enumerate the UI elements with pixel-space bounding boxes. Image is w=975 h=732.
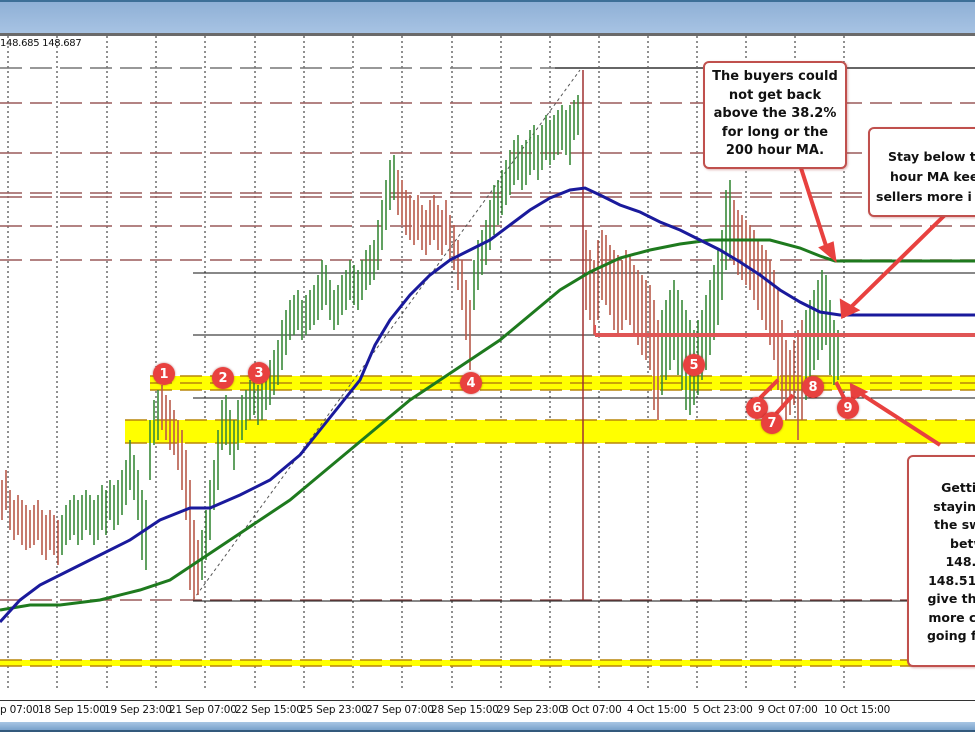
marker-label: 7 xyxy=(767,415,777,431)
callout-text: not get back xyxy=(728,87,822,103)
x-tick-label: 18 Sep 15:00 xyxy=(38,704,106,716)
x-tick-label: 21 Sep 07:00 xyxy=(169,704,237,716)
x-tick-label: 19 Sep 23:00 xyxy=(104,704,172,716)
price-readout: 148.685 148.687 xyxy=(0,38,82,49)
swing-area-lower xyxy=(125,419,975,444)
callout-getting: Gettin staying the swi betw 148.4 148.51… xyxy=(907,455,975,667)
callout-text: sellers more i xyxy=(876,189,972,204)
marker-label: 1 xyxy=(159,366,169,382)
callout-text: Stay below t xyxy=(888,149,975,164)
x-tick-label: p 07:00 xyxy=(0,704,39,716)
x-tick-label: 22 Sep 15:00 xyxy=(235,704,303,716)
callout-text: going fo xyxy=(926,628,975,643)
callout-text: more co xyxy=(928,609,975,625)
annotation-arrows xyxy=(758,164,952,447)
marker-label: 5 xyxy=(689,357,699,373)
marker-3: 3 xyxy=(248,362,270,384)
x-tick-label: 9 Oct 07:00 xyxy=(758,704,818,716)
x-tick-label: 28 Sep 15:00 xyxy=(431,704,499,716)
callout-text: 148.4 xyxy=(945,554,975,569)
callout-buyers: The buyers could not get back above the … xyxy=(703,61,847,169)
marker-label: 6 xyxy=(752,400,762,416)
marker-label: 3 xyxy=(254,365,264,381)
marker-5: 5 xyxy=(683,354,705,376)
window-bottom-bar xyxy=(0,722,975,732)
marker-9: 9 xyxy=(837,397,859,419)
callout-text: above the 38.2% xyxy=(713,106,837,121)
marker-2: 2 xyxy=(212,367,234,389)
fib-trendline xyxy=(192,69,581,601)
marker-label: 4 xyxy=(466,375,476,391)
swing-area-bottom xyxy=(0,659,975,667)
marker-label: 2 xyxy=(218,370,228,386)
marker-label: 9 xyxy=(843,400,853,416)
marker-1: 1 xyxy=(153,363,175,385)
callout-text: 200 hour MA. xyxy=(725,143,825,158)
price-bars xyxy=(1,95,839,600)
marker-8: 8 xyxy=(802,376,824,398)
callout-text: The buyers could xyxy=(712,69,838,84)
callout-text: Gettin xyxy=(941,480,975,495)
callout-text: the swi xyxy=(934,517,975,532)
x-tick-label: 10 Oct 15:00 xyxy=(824,704,891,716)
callout-text: hour MA kee xyxy=(890,169,975,184)
marker-7: 7 xyxy=(761,412,783,434)
callout-text: staying xyxy=(933,498,975,514)
ma200-line xyxy=(0,238,975,612)
ma100-line xyxy=(0,186,975,624)
callout-text: 148.518 xyxy=(928,572,975,588)
marker-6: 6 xyxy=(746,397,768,419)
x-tick-label: 29 Sep 23:00 xyxy=(497,704,565,716)
callout-stay-below: Stay below t hour MA kee sellers more i xyxy=(868,127,975,217)
marker-4: 4 xyxy=(460,372,482,394)
titlebar-separator xyxy=(0,33,975,36)
x-tick-label: 3 Oct 07:00 xyxy=(562,704,622,716)
x-tick-label: 5 Oct 23:00 xyxy=(693,704,753,716)
x-tick-label: 25 Sep 23:00 xyxy=(300,704,368,716)
callout-text: betw xyxy=(950,535,975,551)
marker-label: 8 xyxy=(808,379,818,395)
callout-text: for long or the xyxy=(721,124,829,140)
x-axis xyxy=(0,690,975,722)
x-axis-line xyxy=(0,700,975,701)
x-tick-label: 4 Oct 15:00 xyxy=(627,704,687,716)
x-tick-label: 27 Sep 07:00 xyxy=(366,704,434,716)
callout-text: give the xyxy=(927,591,975,606)
window-titlebar xyxy=(0,0,975,33)
